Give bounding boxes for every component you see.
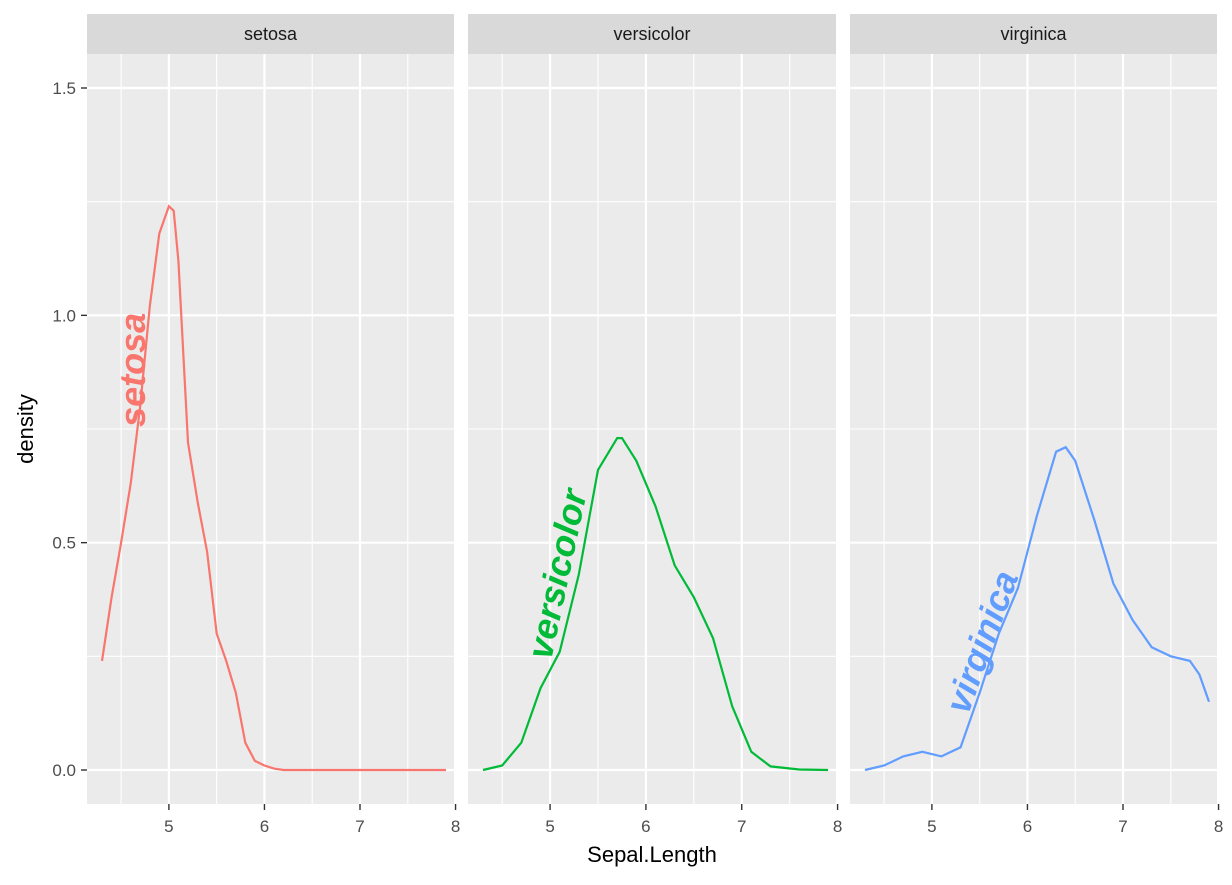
density-curve-versicolor <box>482 437 829 772</box>
strip-background <box>468 14 836 54</box>
x-tick-label: 5 <box>545 817 554 836</box>
density-curve-virginica <box>864 445 1211 772</box>
x-tick-label: 6 <box>641 817 650 836</box>
x-tick-label: 8 <box>833 817 842 836</box>
strip-label: versicolor <box>613 24 690 44</box>
x-tick-label: 5 <box>927 817 936 836</box>
x-tick-label: 6 <box>1023 817 1032 836</box>
strip-label: setosa <box>244 24 298 44</box>
x-tick-label: 7 <box>355 817 364 836</box>
y-tick-label: 0.5 <box>52 534 76 553</box>
x-tick-label: 7 <box>1118 817 1127 836</box>
y-tick-label: 1.5 <box>52 79 76 98</box>
y-tick-label: 0.0 <box>52 761 76 780</box>
x-tick-label: 8 <box>451 817 460 836</box>
y-axis-title: density <box>13 394 38 464</box>
x-tick-label: 8 <box>1214 817 1223 836</box>
y-tick-label: 1.0 <box>52 306 76 325</box>
facet-panel-setosa: setosa setosa 5 6 7 8 <box>87 14 460 836</box>
density-curve-setosa <box>100 204 446 772</box>
strip-background <box>87 14 454 54</box>
strip-background <box>850 14 1217 54</box>
x-tick-label: 7 <box>737 817 746 836</box>
curve-label-setosa: setosa <box>112 313 153 427</box>
x-tick-label: 6 <box>260 817 269 836</box>
strip-label: virginica <box>1000 24 1067 44</box>
x-axis-title: Sepal.Length <box>587 842 717 867</box>
y-axis: 0.0 0.5 1.0 1.5 <box>52 79 87 780</box>
x-tick-label: 5 <box>164 817 173 836</box>
